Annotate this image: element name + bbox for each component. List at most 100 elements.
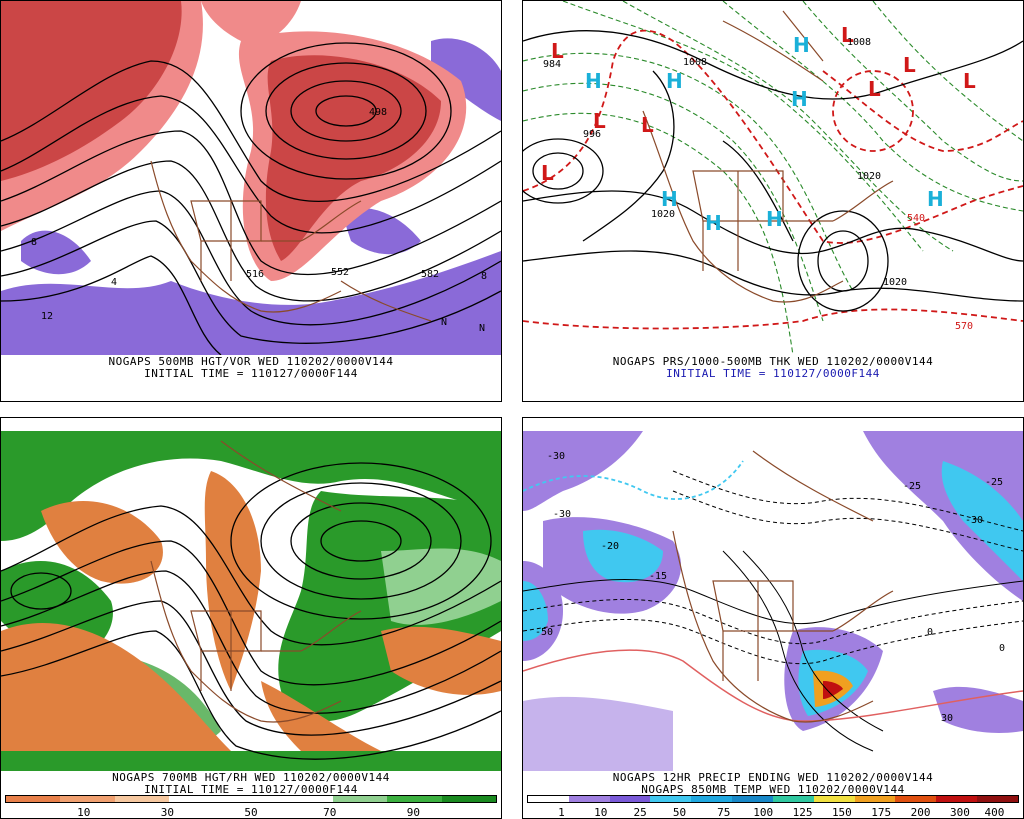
- temp-label: -30: [553, 509, 572, 520]
- colorbar-swatch: [732, 796, 773, 802]
- colorbar-swatch: [895, 796, 937, 802]
- colorbar-tick: 50: [244, 806, 258, 819]
- colorbar-tick: 200: [910, 806, 931, 819]
- map-prs-thk: L L L L L L L L H H H H H H H H 1020 102…: [523, 1, 1023, 355]
- colorbar-tick: 25: [633, 806, 647, 819]
- contour-label: 4: [111, 277, 118, 288]
- precip-colorbar: [527, 795, 1019, 803]
- temp-label: -25: [903, 481, 922, 492]
- colorbar-swatch: [650, 796, 692, 802]
- colorbar-swatch: [114, 796, 170, 802]
- temp-label: -15: [649, 571, 668, 582]
- map-500mb-svg: [1, 1, 501, 355]
- isobar-label: 984: [543, 59, 562, 70]
- low-pressure-symbol: L: [903, 53, 916, 77]
- colorbar-swatch: [223, 796, 279, 802]
- panel-title-line1: NOGAPS 700MB HGT/RH WED 110202/0000V144: [112, 771, 390, 784]
- contour-label: 12: [41, 311, 54, 322]
- colorbar-tick: 300: [950, 806, 970, 819]
- low-pressure-symbol: L: [541, 161, 554, 185]
- contour-label: 582: [421, 269, 440, 280]
- thickness-label: 540: [907, 213, 926, 224]
- high-pressure-symbol: H: [791, 87, 808, 111]
- low-pressure-symbol: L: [641, 113, 654, 137]
- low-pressure-symbol: L: [841, 23, 854, 47]
- colorbar-swatch: [854, 796, 896, 802]
- contour-label: 516: [246, 269, 265, 280]
- precip-colorbar-ticks: 1 10 25 50 75 100 125 150 175 200 300 40…: [527, 806, 1019, 819]
- isobar-label: 1008: [847, 37, 872, 48]
- panel-title-line2: INITIAL TIME = 110127/0000F144: [144, 783, 358, 796]
- panel-title-line2: INITIAL TIME = 110127/0000F144: [666, 367, 880, 380]
- contour-label: 552: [331, 267, 350, 278]
- contour-label: 8: [481, 271, 488, 282]
- panel-precip-850-temp: 0 -30 -15 -20 -50 -30 -25 0 30 -30 -25 N…: [522, 417, 1024, 819]
- colorbar-tick: 90: [406, 806, 420, 819]
- map-700mb: [1, 431, 501, 771]
- low-pressure-symbol: L: [868, 77, 881, 101]
- low-pressure-symbol: L: [551, 39, 564, 63]
- contour-label: N: [479, 323, 486, 334]
- panel-500mb-hgt-vor: 498 516 552 582 8 4 8 12 N N NOGAPS 500M…: [0, 0, 502, 402]
- isobar-label: 1020: [857, 171, 882, 182]
- temp-label: 30: [941, 713, 954, 724]
- colorbar-swatch: [387, 796, 442, 802]
- low-pressure-symbol: L: [963, 69, 976, 93]
- colorbar-swatch: [772, 796, 814, 802]
- colorbar-tick: 30: [160, 806, 174, 819]
- colorbar-swatch: [936, 796, 978, 802]
- colorbar-swatch: [60, 796, 115, 802]
- high-pressure-symbol: H: [661, 187, 678, 211]
- colorbar-swatch: [528, 796, 569, 802]
- colorbar-swatch: [568, 796, 610, 802]
- colorbar-swatch: [332, 796, 388, 802]
- map-700mb-svg: [1, 431, 501, 771]
- panel-prs-thk: L L L L L L L L H H H H H H H H 1020 102…: [522, 0, 1024, 402]
- colorbar-swatch: [441, 796, 496, 802]
- high-pressure-symbol: H: [705, 211, 722, 235]
- colorbar-tick: 70: [323, 806, 337, 819]
- low-pressure-symbol: L: [593, 109, 606, 133]
- temp-label: -50: [535, 627, 554, 638]
- colorbar-tick: 175: [871, 806, 892, 819]
- colorbar-swatch: [609, 796, 651, 802]
- colorbar-tick: 75: [717, 806, 731, 819]
- temp-label: 0: [999, 643, 1006, 654]
- colorbar-tick: 50: [672, 806, 687, 819]
- isobar-label: 1020: [651, 209, 676, 220]
- colorbar-tick: 10: [594, 806, 608, 819]
- colorbar-tick: 150: [831, 806, 852, 819]
- high-pressure-symbol: H: [766, 207, 783, 231]
- panel-title-line1: NOGAPS PRS/1000-500MB THK WED 110202/000…: [612, 355, 934, 368]
- isobar-label: 1008: [683, 57, 708, 68]
- map-precip-svg: [523, 431, 1023, 771]
- high-pressure-symbol: H: [585, 69, 602, 93]
- map-precip: 0 -30 -15 -20 -50 -30 -25 0 30 -30 -25: [523, 431, 1023, 771]
- map-500mb: 498 516 552 582 8 4 8 12 N N: [1, 1, 501, 355]
- panel-title-line2: NOGAPS 850MB TEMP WED 110202/0000V144: [641, 783, 905, 796]
- panel-title-line1: NOGAPS 12HR PRECIP ENDING WED 110202/000…: [612, 771, 934, 784]
- colorbar-tick: 125: [792, 806, 813, 819]
- colorbar-swatch: [977, 796, 1018, 802]
- panel-title-line2: INITIAL TIME = 110127/0000F144: [144, 367, 358, 380]
- isobar-label: 1020: [883, 277, 908, 288]
- temp-label: -20: [601, 541, 620, 552]
- thickness-label: 570: [955, 321, 974, 332]
- colorbar-swatch: [691, 796, 733, 802]
- contour-label: N: [441, 317, 448, 328]
- colorbar-tick: 1: [558, 806, 565, 819]
- temp-label: -30: [547, 451, 566, 462]
- contour-label: 8: [31, 237, 38, 248]
- colorbar-tick: 10: [77, 806, 91, 819]
- high-pressure-symbol: H: [666, 69, 683, 93]
- temp-label: 0: [927, 627, 934, 638]
- colorbar-swatch: [169, 796, 224, 802]
- temp-label: -25: [985, 477, 1004, 488]
- colorbar-tick: 100: [753, 806, 774, 819]
- panel-title-line1: NOGAPS 500MB HGT/VOR WED 110202/0000V144: [108, 355, 394, 368]
- isobar-label: 996: [583, 129, 602, 140]
- high-pressure-symbol: H: [927, 187, 944, 211]
- colorbar-swatch: [278, 796, 333, 802]
- map-prs-thk-svg: [523, 1, 1023, 355]
- colorbar-swatch: [6, 796, 61, 802]
